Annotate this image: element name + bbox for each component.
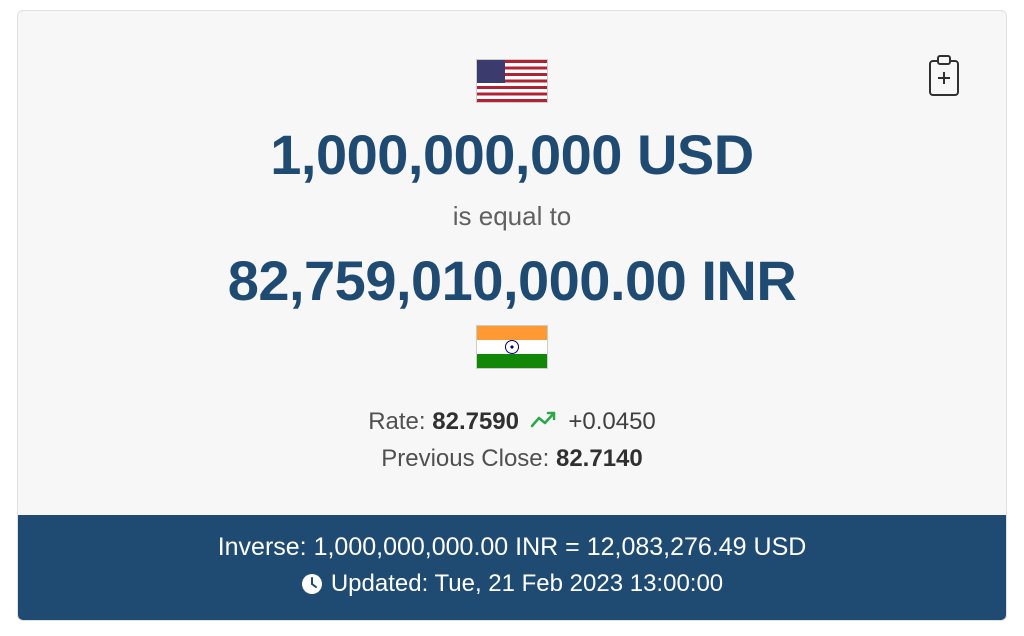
inverse-row: Inverse: 1,000,000,000.00 INR = 12,083,2… <box>38 533 986 562</box>
rate-change: +0.0450 <box>568 408 655 435</box>
conversion-card: 1,000,000,000 USD is equal to 82,759,010… <box>17 10 1007 621</box>
footer-bar: Inverse: 1,000,000,000.00 INR = 12,083,2… <box>18 515 1006 620</box>
equals-label: is equal to <box>58 201 966 232</box>
updated-row: Updated: Tue, 21 Feb 2023 13:00:00 <box>38 570 986 598</box>
source-amount: 1,000,000,000 USD <box>58 122 966 187</box>
updated-label: Updated: <box>331 570 428 597</box>
inverse-label: Inverse: <box>218 533 307 561</box>
target-amount: 82,759,010,000.00 INR <box>58 248 966 313</box>
previous-close-row: Previous Close: 82.7140 <box>58 445 966 473</box>
source-flag <box>476 59 548 103</box>
rate-label: Rate: <box>368 408 425 435</box>
target-flag <box>476 317 548 389</box>
rate-value: 82.7590 <box>432 408 519 435</box>
usa-flag-icon <box>476 59 548 103</box>
previous-close-value: 82.7140 <box>556 445 643 472</box>
updated-value: Tue, 21 Feb 2023 13:00:00 <box>434 570 723 597</box>
main-content: 1,000,000,000 USD is equal to 82,759,010… <box>18 11 1006 515</box>
trend-up-icon <box>530 409 558 437</box>
inverse-value: 1,000,000,000.00 INR = 12,083,276.49 USD <box>314 533 807 561</box>
add-to-list-icon[interactable] <box>924 53 964 99</box>
clock-icon <box>301 573 323 595</box>
rate-row: Rate: 82.7590 +0.0450 <box>58 408 966 437</box>
india-flag-icon <box>476 325 548 369</box>
previous-close-label: Previous Close: <box>381 445 549 472</box>
